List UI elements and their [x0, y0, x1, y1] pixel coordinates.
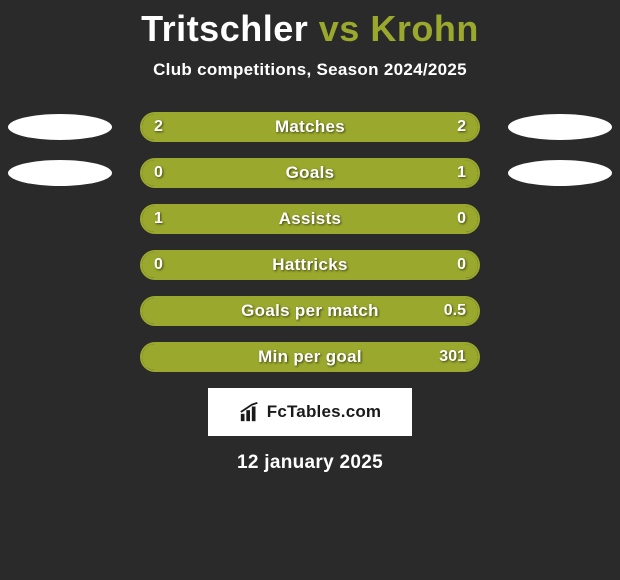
bar-chart-icon	[239, 401, 261, 423]
stat-value-left	[142, 298, 166, 324]
player1-badge	[8, 114, 112, 140]
vs-text: vs	[319, 8, 360, 49]
stat-label: Matches	[142, 114, 478, 140]
stat-bar: Assists1 0	[140, 204, 480, 234]
stat-value-left	[142, 344, 166, 370]
stat-value-left: 0	[142, 252, 175, 278]
stat-row: Matches2 2	[0, 112, 620, 142]
stat-value-left: 0	[142, 160, 175, 186]
stat-bar: Hattricks0 0	[140, 250, 480, 280]
stat-bar: Matches2 2	[140, 112, 480, 142]
stat-row: Assists1 0	[0, 204, 620, 234]
stat-row: Hattricks0 0	[0, 250, 620, 280]
date-label: 12 january 2025	[0, 452, 620, 474]
player1-badge	[8, 160, 112, 186]
subtitle: Club competitions, Season 2024/2025	[0, 60, 620, 80]
stat-value-right: 1	[445, 160, 478, 186]
stat-row: Min per goal301	[0, 342, 620, 372]
infographic-root: Tritschler vs Krohn Club competitions, S…	[0, 0, 620, 580]
stat-label: Assists	[142, 206, 478, 232]
stat-row: Goals0 1	[0, 158, 620, 188]
stat-value-right: 2	[445, 114, 478, 140]
stat-bar: Goals per match0.5	[140, 296, 480, 326]
branding-text: FcTables.com	[267, 402, 382, 422]
player1-name: Tritschler	[141, 8, 308, 49]
player2-badge	[508, 160, 612, 186]
stat-bar: Goals0 1	[140, 158, 480, 188]
page-title: Tritschler vs Krohn	[0, 0, 620, 50]
stat-value-right: 0	[445, 206, 478, 232]
player2-badge	[508, 114, 612, 140]
stat-value-left: 1	[142, 206, 175, 232]
stat-bar: Min per goal301	[140, 342, 480, 372]
player2-name: Krohn	[370, 8, 478, 49]
stat-value-right: 0.5	[432, 298, 478, 324]
stat-value-left: 2	[142, 114, 175, 140]
stat-value-right: 301	[427, 344, 478, 370]
branding-badge: FcTables.com	[208, 388, 412, 436]
stat-label: Goals per match	[142, 298, 478, 324]
stat-row: Goals per match0.5	[0, 296, 620, 326]
stat-value-right: 0	[445, 252, 478, 278]
stats-comparison: Matches22Goals01Assists10Hattricks00Goal…	[0, 112, 620, 372]
stat-label: Goals	[142, 160, 478, 186]
stat-label: Hattricks	[142, 252, 478, 278]
